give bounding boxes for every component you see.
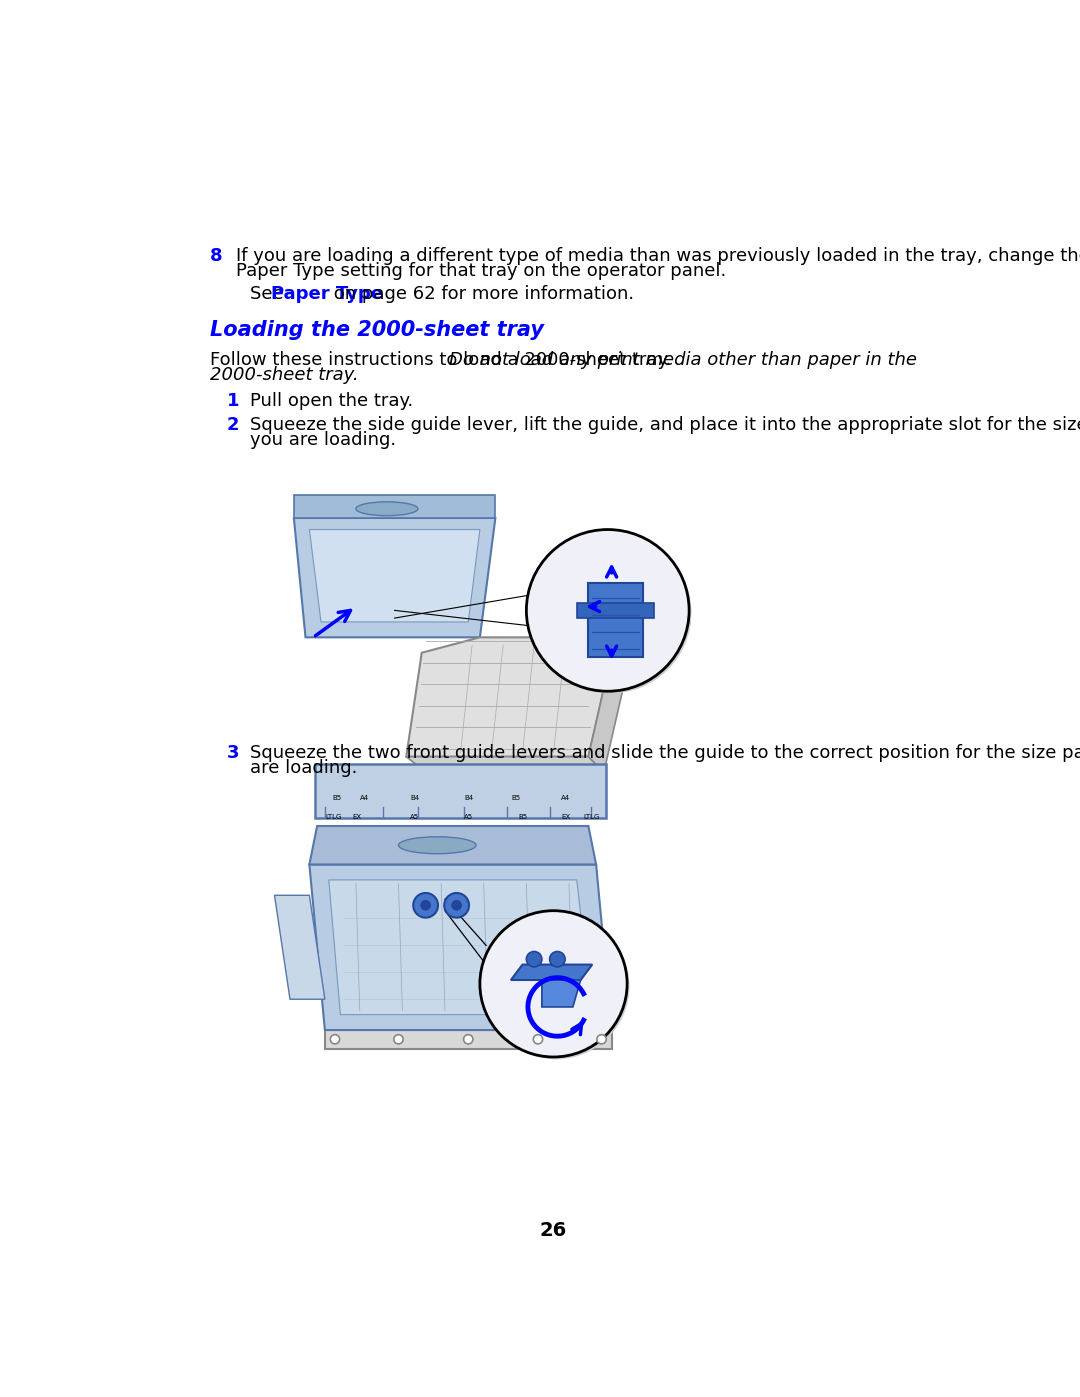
Text: 2000-sheet tray.: 2000-sheet tray. [211, 366, 359, 384]
Text: EX: EX [352, 814, 361, 820]
Text: 2: 2 [227, 415, 239, 433]
Circle shape [534, 1035, 542, 1044]
Circle shape [529, 532, 691, 693]
Circle shape [480, 911, 627, 1058]
Polygon shape [294, 518, 496, 637]
Text: If you are loading a different type of media than was previously loaded in the t: If you are loading a different type of m… [235, 247, 1080, 265]
Circle shape [526, 529, 689, 692]
Circle shape [463, 1035, 473, 1044]
Polygon shape [274, 895, 325, 999]
Text: A5: A5 [464, 814, 473, 820]
Text: LTLG: LTLG [325, 814, 341, 820]
Text: B5: B5 [333, 795, 341, 802]
Polygon shape [309, 529, 480, 622]
Circle shape [394, 1035, 403, 1044]
Text: 8: 8 [211, 247, 222, 265]
Text: B5: B5 [511, 795, 519, 802]
Text: 3: 3 [227, 743, 239, 761]
Circle shape [482, 914, 630, 1059]
Text: B4: B4 [410, 795, 419, 802]
Circle shape [444, 893, 469, 918]
Text: Loading the 2000-sheet tray: Loading the 2000-sheet tray [211, 320, 544, 339]
Text: LTLG: LTLG [583, 814, 599, 820]
Polygon shape [309, 865, 611, 1030]
Ellipse shape [356, 502, 418, 515]
Circle shape [421, 901, 430, 909]
Polygon shape [406, 637, 616, 757]
Polygon shape [589, 637, 635, 773]
Polygon shape [406, 757, 604, 773]
Circle shape [550, 951, 565, 967]
Text: B5: B5 [518, 814, 528, 820]
Circle shape [526, 951, 542, 967]
Text: Follow these instructions to load a 2000-sheet tray.: Follow these instructions to load a 2000… [211, 351, 677, 369]
Text: A4: A4 [360, 795, 369, 802]
Text: A4: A4 [562, 795, 570, 802]
Polygon shape [309, 826, 596, 865]
Polygon shape [328, 880, 592, 1014]
Text: are loading.: are loading. [249, 759, 357, 777]
Text: Squeeze the two front guide levers and slide the guide to the correct position f: Squeeze the two front guide levers and s… [249, 743, 1080, 761]
Polygon shape [325, 1030, 611, 1049]
Text: Paper Type: Paper Type [271, 285, 383, 303]
Text: on page 62 for more information.: on page 62 for more information. [328, 285, 634, 303]
Circle shape [597, 1035, 606, 1044]
Text: Pull open the tray.: Pull open the tray. [249, 393, 413, 411]
Polygon shape [511, 964, 592, 979]
Circle shape [330, 1035, 339, 1044]
Ellipse shape [399, 837, 476, 854]
Text: Paper Type setting for that tray on the operator panel.: Paper Type setting for that tray on the … [235, 263, 726, 281]
Text: See: See [251, 285, 289, 303]
Text: Do not load any print media other than paper in the: Do not load any print media other than p… [449, 351, 917, 369]
Circle shape [414, 893, 438, 918]
Text: EX: EX [562, 814, 570, 820]
Text: Squeeze the side guide lever, lift the guide, and place it into the appropriate : Squeeze the side guide lever, lift the g… [249, 415, 1080, 433]
Text: 1: 1 [227, 393, 239, 411]
Text: you are loading.: you are loading. [249, 432, 396, 448]
Text: 26: 26 [540, 1221, 567, 1241]
Text: A5: A5 [410, 814, 419, 820]
Circle shape [451, 901, 461, 909]
Polygon shape [589, 584, 643, 657]
Polygon shape [542, 979, 581, 1007]
Polygon shape [314, 764, 606, 819]
Polygon shape [294, 495, 496, 518]
Polygon shape [577, 602, 654, 617]
Text: B4: B4 [464, 795, 473, 802]
